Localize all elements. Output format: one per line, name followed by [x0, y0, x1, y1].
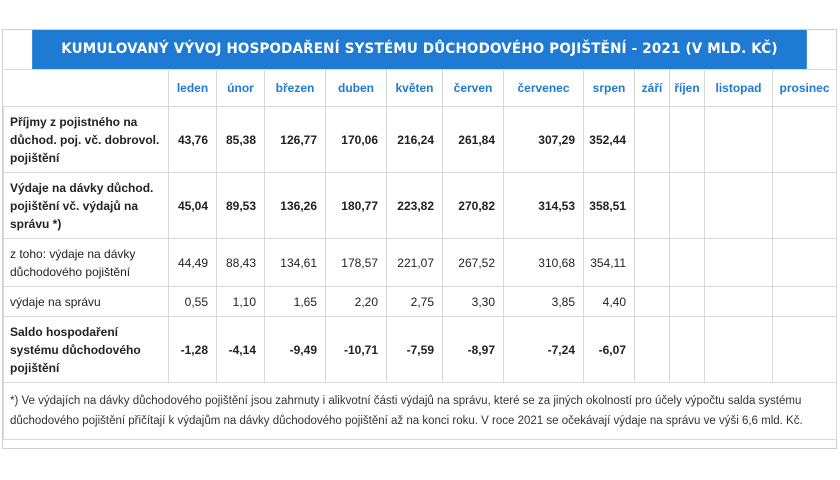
table-cell: 85,38 [216, 106, 265, 173]
table-cell: 44,49 [168, 238, 217, 287]
table-cell: 221,07 [386, 238, 443, 287]
table-cell: 314,53 [503, 172, 584, 239]
table-cell: 2,20 [325, 286, 387, 317]
table-cell [669, 286, 705, 317]
table-cell: -9,49 [264, 316, 326, 383]
table-cell: 136,26 [264, 172, 326, 239]
month-header: září [634, 69, 670, 107]
month-header: leden [168, 69, 217, 107]
table-cell: -1,28 [168, 316, 217, 383]
table-cell [634, 316, 670, 383]
row-label: výdaje na správu [3, 286, 169, 317]
table-cell [772, 106, 837, 173]
table-row: Výdaje na dávky důchod. pojištění vč. vý… [3, 172, 837, 239]
pension-table: leden únor březen duben květen červen če… [3, 69, 837, 440]
table-cell [704, 286, 773, 317]
table-cell: 267,52 [442, 238, 504, 287]
table-cell: 2,75 [386, 286, 443, 317]
header-corner [3, 69, 169, 107]
table-cell: -4,14 [216, 316, 265, 383]
month-header: červen [442, 69, 504, 107]
table-row: výdaje na správu 0,55 1,10 1,65 2,20 2,7… [3, 286, 837, 317]
table-cell [704, 106, 773, 173]
table-cell: 307,29 [503, 106, 584, 173]
table-cell: 1,65 [264, 286, 326, 317]
table-cell: -7,24 [503, 316, 584, 383]
month-header: prosinec [772, 69, 837, 107]
table-cell: 261,84 [442, 106, 504, 173]
month-header: duben [325, 69, 387, 107]
table-cell [669, 172, 705, 239]
table-cell: 223,82 [386, 172, 443, 239]
table-cell [634, 172, 670, 239]
table-cell: 4,40 [583, 286, 635, 317]
table-cell: 3,30 [442, 286, 504, 317]
table-row: Příjmy z pojistného na důchod. poj. vč. … [3, 106, 837, 173]
table-cell [669, 106, 705, 173]
table-cell [634, 286, 670, 317]
table-cell [772, 238, 837, 287]
table-cell: -10,71 [325, 316, 387, 383]
table-container: KUMULOVANÝ VÝVOJ HOSPODAŘENÍ SYSTÉMU DŮC… [2, 29, 837, 449]
row-label: Výdaje na dávky důchod. pojištění vč. vý… [3, 172, 169, 239]
month-header: říjen [669, 69, 705, 107]
table-cell: 178,57 [325, 238, 387, 287]
table-cell: -8,97 [442, 316, 504, 383]
row-label: Saldo hospodaření systému důchodového po… [3, 316, 169, 383]
table-cell: 45,04 [168, 172, 217, 239]
month-header: listopad [704, 69, 773, 107]
table-cell: 89,53 [216, 172, 265, 239]
table-row: Saldo hospodaření systému důchodového po… [3, 316, 837, 383]
table-row: z toho: výdaje na dávky důchodového poji… [3, 238, 837, 287]
header-row: leden únor březen duben květen červen če… [3, 69, 837, 107]
table-cell [634, 238, 670, 287]
table-cell [772, 316, 837, 383]
table-cell: 126,77 [264, 106, 326, 173]
table-cell: 1,10 [216, 286, 265, 317]
table-cell: -6,07 [583, 316, 635, 383]
table-cell: 180,77 [325, 172, 387, 239]
table-cell: 3,85 [503, 286, 584, 317]
table-cell: 352,44 [583, 106, 635, 173]
table-title: KUMULOVANÝ VÝVOJ HOSPODAŘENÍ SYSTÉMU DŮC… [32, 30, 807, 69]
table-cell: 354,11 [583, 238, 635, 287]
table-cell: 170,06 [325, 106, 387, 173]
table-cell: 358,51 [583, 172, 635, 239]
month-header: červenec [503, 69, 584, 107]
table-cell: 134,61 [264, 238, 326, 287]
table-cell: 270,82 [442, 172, 504, 239]
table-cell [772, 172, 837, 239]
table-cell: 43,76 [168, 106, 217, 173]
row-label: z toho: výdaje na dávky důchodového poji… [3, 238, 169, 287]
table-cell [772, 286, 837, 317]
table-cell: 88,43 [216, 238, 265, 287]
footnote-row: *) Ve výdajích na dávky důchodového poji… [3, 382, 837, 440]
table-cell [704, 238, 773, 287]
table-cell [634, 106, 670, 173]
table-cell [704, 172, 773, 239]
month-header: květen [386, 69, 443, 107]
table-cell: -7,59 [386, 316, 443, 383]
table-cell: 216,24 [386, 106, 443, 173]
table-cell: 310,68 [503, 238, 584, 287]
month-header: březen [264, 69, 326, 107]
month-header: srpen [583, 69, 635, 107]
footnote: *) Ve výdajích na dávky důchodového poji… [3, 382, 837, 440]
month-header: únor [216, 69, 265, 107]
table-cell [669, 238, 705, 287]
table-cell [704, 316, 773, 383]
row-label: Příjmy z pojistného na důchod. poj. vč. … [3, 106, 169, 173]
table-cell: 0,55 [168, 286, 217, 317]
table-cell [669, 316, 705, 383]
